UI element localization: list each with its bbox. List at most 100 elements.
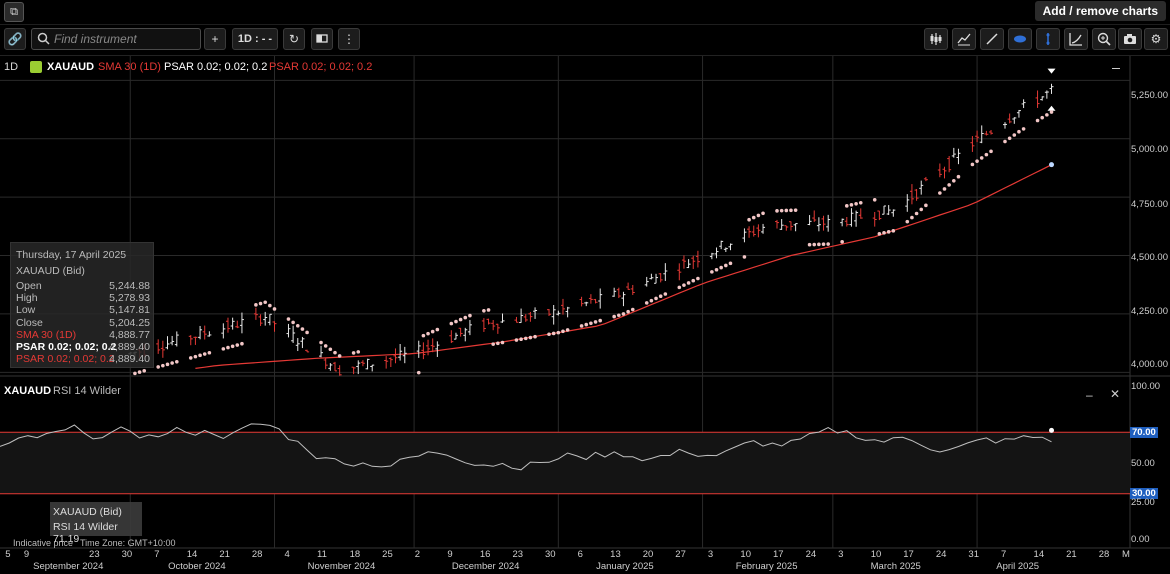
rsi-tooltip-title: XAUAUD (Bid) <box>53 506 122 518</box>
month-label: April 2025 <box>996 561 1040 572</box>
top-bar: ⧉ Add / remove charts <box>0 0 1170 25</box>
psar-dot <box>612 314 616 319</box>
date-tick: 11 <box>317 549 327 560</box>
psar-dot <box>817 242 821 247</box>
high-marker <box>1047 68 1056 74</box>
psar-dot <box>142 368 147 373</box>
price-tick: 4,250.00 <box>1131 306 1168 317</box>
psar-dot <box>779 208 784 213</box>
crosshair-icon[interactable] <box>1036 28 1060 50</box>
price-tick: 5,000.00 <box>1131 144 1168 155</box>
date-tick: M <box>1122 549 1130 560</box>
settings-icon[interactable]: ⚙ <box>1144 28 1168 50</box>
date-tick: 30 <box>121 549 133 560</box>
rsi-minimize-button[interactable]: – <box>1086 388 1093 402</box>
date-tick: 3 <box>838 549 844 560</box>
psar-dot <box>952 178 956 183</box>
symbol-label[interactable]: XAUAUD <box>47 61 95 73</box>
rsi-name-label[interactable]: RSI 14 Wilder <box>53 385 121 397</box>
psar-dot <box>1045 113 1049 117</box>
psar-dot <box>514 338 519 342</box>
psar-dot <box>272 307 277 311</box>
psar-dot <box>528 335 533 340</box>
month-label: January 2025 <box>596 561 654 572</box>
psar-dot <box>556 330 561 335</box>
psar-dot <box>793 208 798 212</box>
search-box[interactable] <box>31 28 201 50</box>
psar-dot <box>295 323 300 328</box>
psar-dot <box>165 362 170 367</box>
psar-dot <box>523 336 528 341</box>
psar-dot <box>421 333 426 338</box>
psar-dot <box>924 203 928 208</box>
psar-dot <box>984 152 989 157</box>
more-vertical-icon[interactable]: ⋮ <box>338 28 360 50</box>
popout-icon[interactable]: ⧉ <box>4 2 24 22</box>
rsi-line <box>0 423 1052 471</box>
psar-dot <box>775 209 779 213</box>
psar-dot <box>658 294 663 299</box>
date-tick: 23 <box>89 549 100 560</box>
timezone-label: Time Zone: GMT+10:00 <box>80 538 176 548</box>
psar-dot <box>589 321 593 326</box>
interval-label: 1D <box>4 61 19 73</box>
date-tick: 9 <box>23 549 30 560</box>
psar-dot <box>500 340 505 345</box>
date-tick: 6 <box>577 549 583 560</box>
sma-legend[interactable]: SMA 30 (1D) <box>98 61 161 73</box>
psar-dot <box>565 328 570 332</box>
date-tick: 9 <box>447 549 453 560</box>
panel-icon[interactable] <box>311 28 333 50</box>
rsi-close-button[interactable]: ✕ <box>1110 387 1121 401</box>
psar-dot <box>1021 127 1026 131</box>
date-tick: 21 <box>1066 549 1077 560</box>
chart-toolbar: 🔗 + 1D : - - ↻ ⋮ ⚙ <box>0 26 1170 54</box>
psar-dot <box>630 307 635 312</box>
psar-dot <box>742 255 747 259</box>
psar-dot <box>598 318 603 323</box>
psar-dot <box>337 354 342 358</box>
add-instrument-button[interactable]: + <box>204 28 226 50</box>
date-tick: 5 <box>5 549 11 560</box>
date-tick: 14 <box>1033 549 1045 560</box>
date-tick: 16 <box>479 549 491 560</box>
psar-dot <box>356 350 361 354</box>
psar-dot <box>193 354 198 359</box>
psar-dot <box>1017 129 1021 134</box>
price-tick: 5,250.00 <box>1131 90 1168 101</box>
compare-icon[interactable] <box>1064 28 1088 50</box>
psar-dot <box>1040 115 1045 120</box>
psar-dot <box>579 324 584 328</box>
zoom-icon[interactable] <box>1092 28 1116 50</box>
psar-dot <box>584 322 589 327</box>
add-remove-charts-button[interactable]: Add / remove charts <box>1034 1 1166 21</box>
psar-dot <box>463 315 468 320</box>
date-tick: 4 <box>284 549 290 560</box>
psar-dot <box>328 347 333 352</box>
psar-dot <box>482 308 486 313</box>
date-tick: 7 <box>1000 549 1007 560</box>
indicator-icon[interactable] <box>952 28 976 50</box>
refresh-icon[interactable]: ↻ <box>283 28 305 50</box>
psar-dot <box>756 213 761 218</box>
draw-line-icon[interactable] <box>980 28 1004 50</box>
candle-type-icon[interactable] <box>924 28 948 50</box>
date-tick: 28 <box>251 549 263 560</box>
camera-icon[interactable] <box>1118 28 1142 50</box>
rsi-tick: 50.00 <box>1131 458 1155 469</box>
chart-area[interactable] <box>0 56 1170 574</box>
tooltip-instrument: XAUAUD (Bid) <box>16 265 85 277</box>
minimize-icon[interactable] <box>1112 68 1120 69</box>
link-icon[interactable]: 🔗 <box>4 28 26 50</box>
date-tick: 24 <box>935 549 947 560</box>
psar-legend-1[interactable]: PSAR 0.02; 0.02; 0.2 <box>164 61 268 73</box>
rsi-last-point <box>1049 427 1055 433</box>
psar-dot <box>719 265 723 270</box>
date-tick: 20 <box>642 549 654 560</box>
interval-selector[interactable]: 1D : - - <box>232 28 278 50</box>
search-input[interactable] <box>54 29 194 49</box>
psar-dot <box>956 174 961 179</box>
highlight-icon[interactable] <box>1008 28 1032 50</box>
psar-legend-2[interactable]: PSAR 0.02; 0.02; 0.2 <box>269 61 373 73</box>
psar-dot <box>1049 110 1054 114</box>
